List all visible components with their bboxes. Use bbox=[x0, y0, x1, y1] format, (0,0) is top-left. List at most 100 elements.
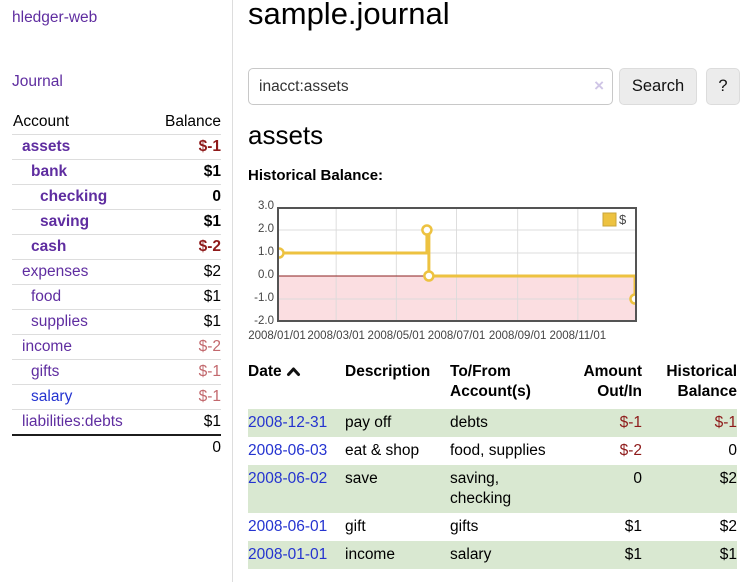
register-header-date[interactable]: Date bbox=[248, 360, 345, 409]
nav-journal-link[interactable]: Journal bbox=[12, 73, 63, 90]
account-link[interactable]: supplies bbox=[31, 313, 88, 330]
y-tick-label: -2.0 bbox=[254, 315, 274, 327]
register-body: 2008-12-31 pay off debts $-1 $-1 2008-06-03 ea… bbox=[248, 409, 737, 569]
accounts-header-account: Account bbox=[12, 110, 150, 135]
y-tick-label: -1.0 bbox=[254, 292, 274, 304]
accounts-total-row: 0 bbox=[12, 434, 221, 460]
x-tick-label: 2008/07/01 bbox=[427, 330, 486, 342]
account-link[interactable]: bank bbox=[31, 163, 68, 180]
account-row-gifts: gifts $-1 bbox=[12, 359, 221, 385]
account-link[interactable]: saving bbox=[40, 213, 90, 230]
account-link[interactable]: assets bbox=[22, 138, 71, 155]
x-tick-label: 2008/11/01 bbox=[549, 330, 607, 342]
account-row-salary: salary $-1 bbox=[12, 384, 221, 410]
transaction-balance: $2 bbox=[642, 465, 737, 513]
sort-up-icon bbox=[286, 363, 301, 383]
account-balance: $-1 bbox=[149, 134, 221, 160]
svg-text:$: $ bbox=[619, 212, 627, 227]
x-tick-label: 2008/01/01 bbox=[248, 330, 306, 342]
y-tick-label: 1.0 bbox=[258, 246, 274, 258]
transaction-amount: $1 bbox=[624, 518, 642, 535]
search-input[interactable] bbox=[248, 68, 613, 105]
y-tick-label: 0.0 bbox=[258, 269, 274, 281]
account-row-bank: bank $1 bbox=[12, 159, 221, 185]
table-row: 2008-06-01 gift gifts $1 $2 bbox=[248, 513, 737, 541]
transaction-date-link[interactable]: 2008-06-03 bbox=[248, 442, 328, 459]
sidebar: hledger-web Journal Account Balance asse… bbox=[0, 0, 233, 582]
transaction-balance: $1 bbox=[642, 541, 737, 569]
app-brand-link[interactable]: hledger-web bbox=[12, 9, 98, 26]
transaction-amount: $-2 bbox=[619, 442, 642, 459]
transaction-date-link[interactable]: 2008-12-31 bbox=[248, 414, 328, 431]
transaction-amount: $-1 bbox=[560, 409, 642, 437]
account-balance: $1 bbox=[149, 209, 221, 235]
account-row-food: food $1 bbox=[12, 284, 221, 310]
account-row-supplies: supplies $1 bbox=[12, 309, 221, 335]
transaction-accounts: gifts bbox=[450, 518, 479, 535]
transaction-balance: $-1 bbox=[642, 409, 737, 437]
account-balance: $-1 bbox=[149, 384, 221, 410]
account-link[interactable]: expenses bbox=[22, 263, 89, 280]
clear-search-icon[interactable]: × bbox=[594, 76, 604, 95]
transaction-accounts: debts bbox=[450, 409, 560, 437]
search-box: × bbox=[248, 68, 613, 105]
account-row-saving: saving $1 bbox=[12, 209, 221, 235]
account-balance: 0 bbox=[149, 184, 221, 210]
chart-title: Historical Balance: bbox=[248, 167, 384, 184]
account-link[interactable]: cash bbox=[31, 238, 67, 255]
account-link[interactable]: income bbox=[22, 338, 72, 355]
transaction-accounts: food, supplies bbox=[450, 442, 546, 459]
table-row: 2008-06-02 save saving, checking 0 $2 bbox=[248, 465, 737, 513]
account-balance: $1 bbox=[149, 409, 221, 436]
table-row: 2008-01-01 income salary $1 $1 bbox=[248, 541, 737, 569]
transaction-description: income bbox=[345, 541, 450, 569]
account-link[interactable]: checking bbox=[40, 188, 108, 205]
register-header-amount: Amount Out/In bbox=[583, 363, 642, 400]
register-table: Date Description To/From Account(s) Amou… bbox=[248, 360, 737, 569]
accounts-total-spacer bbox=[12, 434, 150, 460]
transaction-date-link[interactable]: 2008-06-02 bbox=[248, 470, 328, 487]
x-tick-label: 2008/05/01 bbox=[367, 330, 426, 342]
account-row-checking: checking 0 bbox=[12, 184, 221, 210]
transaction-description: eat & shop bbox=[345, 442, 420, 459]
register-header-row: Date Description To/From Account(s) Amou… bbox=[248, 360, 737, 409]
transaction-date-link[interactable]: 2008-01-01 bbox=[248, 546, 328, 563]
search-button[interactable]: Search bbox=[619, 68, 697, 105]
accounts-header-row: Account Balance bbox=[12, 110, 221, 135]
transaction-date-link[interactable]: 2008-06-01 bbox=[248, 518, 328, 535]
accounts-total-value: 0 bbox=[149, 434, 221, 460]
account-balance: $2 bbox=[149, 259, 221, 285]
transaction-description: save bbox=[345, 465, 450, 513]
help-button[interactable]: ? bbox=[706, 68, 740, 105]
chart-plot-area: $ bbox=[273, 207, 641, 322]
transaction-amount: 0 bbox=[560, 465, 642, 513]
page-title: sample.journal bbox=[248, 0, 450, 31]
y-tick-label: 3.0 bbox=[258, 200, 274, 212]
accounts-header-balance: Balance bbox=[149, 110, 221, 135]
register-header-accounts: To/From Account(s) bbox=[450, 363, 531, 400]
account-row-liabilities-debts: liabilities:debts $1 bbox=[12, 409, 221, 436]
accounts-table: Account Balance assets $-1 bank $1 checking 0… bbox=[12, 110, 221, 460]
account-link[interactable]: salary bbox=[31, 388, 73, 405]
accounts-body: assets $-1 bank $1 checking 0 saving $1 cash $-2 e… bbox=[12, 134, 221, 436]
account-row-assets: assets $-1 bbox=[12, 134, 221, 160]
search-bar: × Search ? bbox=[248, 68, 740, 105]
transaction-balance: $2 bbox=[719, 518, 737, 535]
y-tick-label: 2.0 bbox=[258, 223, 274, 235]
transaction-accounts: saving, checking bbox=[450, 465, 560, 513]
account-balance: $1 bbox=[149, 309, 221, 335]
transaction-accounts: salary bbox=[450, 541, 560, 569]
table-row: 2008-06-03 eat & shop food, supplies $-2 0 bbox=[248, 437, 737, 465]
account-row-income: income $-2 bbox=[12, 334, 221, 360]
account-link[interactable]: gifts bbox=[31, 363, 60, 380]
account-link[interactable]: food bbox=[31, 288, 62, 305]
register-header-balance: Historical Balance bbox=[666, 363, 737, 400]
account-balance: $-2 bbox=[149, 334, 221, 360]
transaction-amount: $1 bbox=[560, 541, 642, 569]
x-tick-label: 2008/03/01 bbox=[307, 330, 365, 342]
account-link[interactable]: liabilities:debts bbox=[22, 413, 123, 430]
account-balance: $-1 bbox=[149, 359, 221, 385]
account-balance: $1 bbox=[149, 284, 221, 310]
account-balance: $1 bbox=[149, 159, 221, 185]
account-balance: $-2 bbox=[149, 234, 221, 260]
